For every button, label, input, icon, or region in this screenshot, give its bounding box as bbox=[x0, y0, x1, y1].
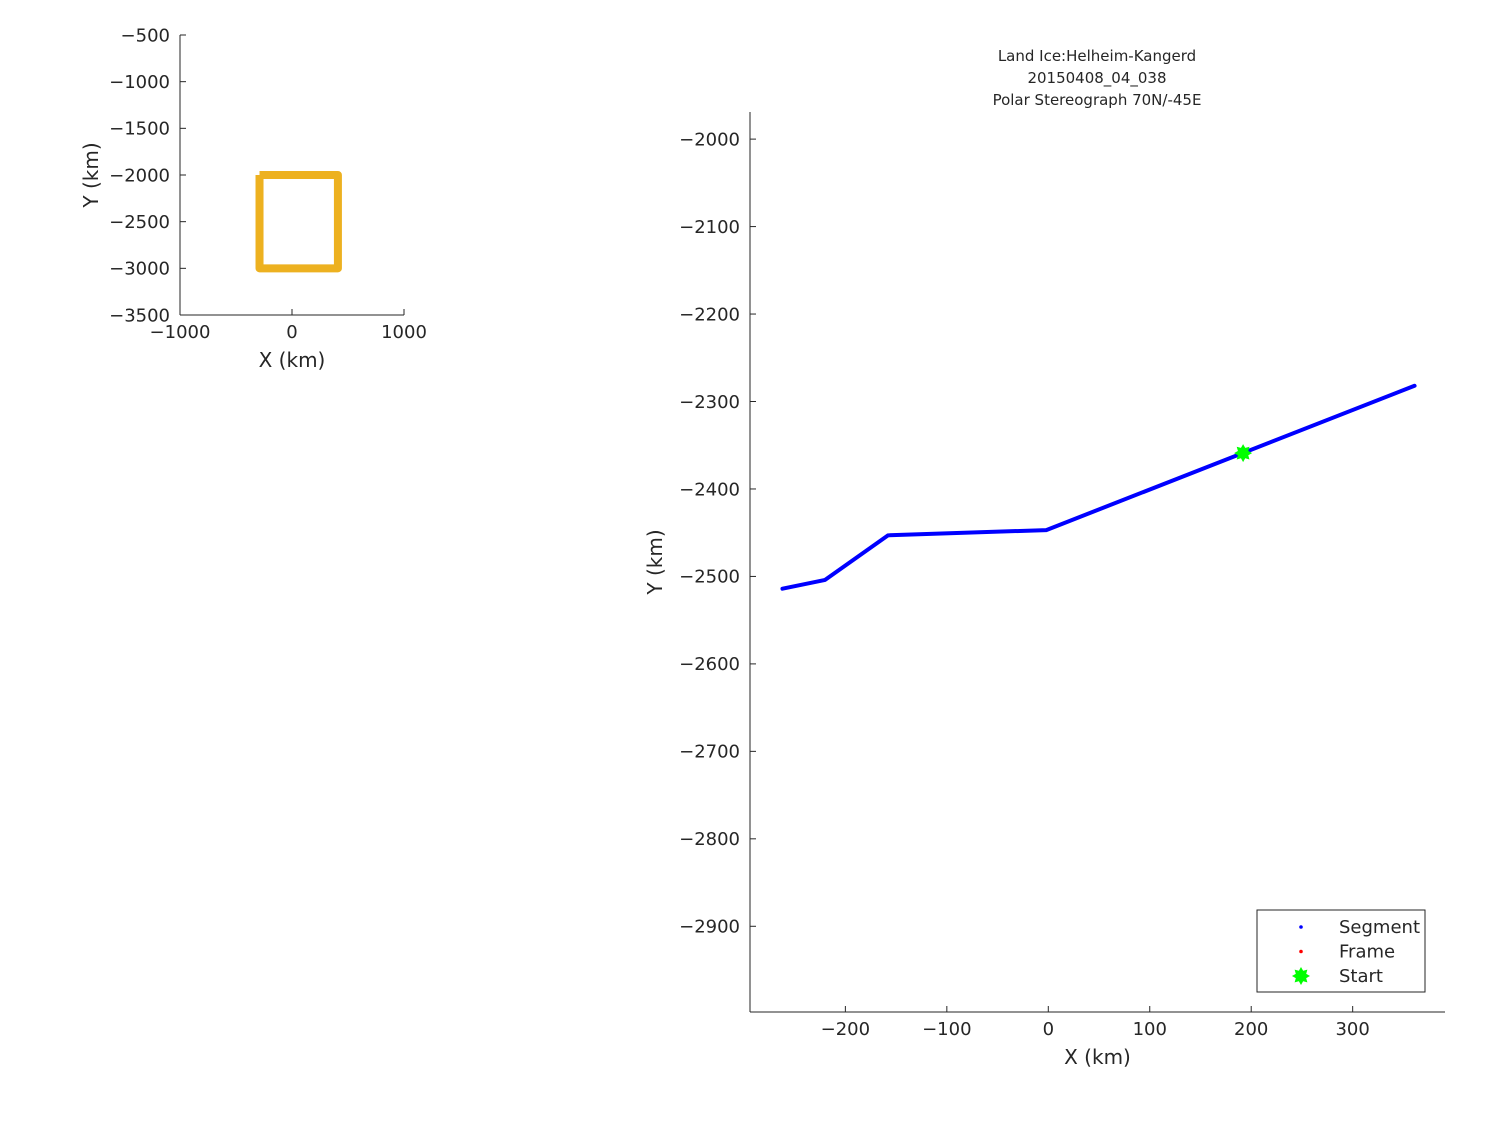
x-tick-label: 0 bbox=[1043, 1019, 1054, 1040]
legend-label-frame: Frame bbox=[1339, 942, 1395, 963]
y-tick-label: −2000 bbox=[679, 129, 740, 150]
x-axis-label: X (km) bbox=[259, 348, 326, 372]
x-tick-label: 0 bbox=[286, 322, 297, 343]
start-marker bbox=[1234, 444, 1253, 463]
y-tick-label: −3500 bbox=[109, 305, 170, 326]
title-line-2: 20150408_04_038 bbox=[1027, 69, 1166, 88]
y-tick-label: −500 bbox=[121, 25, 170, 46]
y-tick-label: −2600 bbox=[679, 654, 740, 675]
legend-start-icon bbox=[1291, 966, 1311, 986]
x-tick-label: −100 bbox=[922, 1019, 971, 1040]
axes-1: −200 −100 0 100 200 300 −2000 −2100 −2200 −2300 −2… bbox=[643, 47, 1445, 1069]
legend-frame-icon bbox=[1299, 949, 1303, 954]
y-tick-label: −2400 bbox=[679, 479, 740, 500]
y-tick-label: −1000 bbox=[109, 72, 170, 93]
title-line-3: Polar Stereograph 70N/-45E bbox=[993, 91, 1202, 109]
y-tick-label: −1500 bbox=[109, 119, 170, 140]
title-line-1: Land Ice:Helheim-Kangerd bbox=[998, 47, 1196, 65]
y-tick-label: −2500 bbox=[109, 212, 170, 233]
legend-box bbox=[1256, 909, 1426, 993]
legend: Segment Frame Start bbox=[1256, 909, 1426, 993]
legend-segment-icon bbox=[1299, 925, 1303, 929]
y-tick-label: −2700 bbox=[679, 742, 740, 763]
axes-0: −1000 0 1000 −500 −1000 −1500 −2000 −2500 −3000 −… bbox=[79, 25, 427, 372]
y-tick-label: −2900 bbox=[679, 917, 740, 938]
x-tick-label: 200 bbox=[1234, 1019, 1268, 1040]
x-tick-label: 300 bbox=[1335, 1019, 1369, 1040]
y-tick-label: −2500 bbox=[679, 567, 740, 588]
x-tick-label: 1000 bbox=[381, 322, 427, 343]
x-tick-label: −200 bbox=[821, 1019, 870, 1040]
y-tick-label: −3000 bbox=[109, 259, 170, 280]
y-axis-label: Y (km) bbox=[79, 142, 103, 208]
y-tick-label: −2100 bbox=[679, 217, 740, 238]
y-axis-label: Y (km) bbox=[643, 529, 667, 595]
y-tick-label: −2800 bbox=[679, 829, 740, 850]
x-axis-label: X (km) bbox=[1064, 1045, 1131, 1069]
y-tick-label: −2300 bbox=[679, 392, 740, 413]
segment-line bbox=[780, 383, 1417, 591]
legend-label-start: Start bbox=[1339, 966, 1383, 987]
footprint-line bbox=[255, 171, 342, 273]
legend-label-segment: Segment bbox=[1339, 917, 1420, 938]
x-tick-label: −1000 bbox=[150, 322, 211, 343]
y-tick-label: −2000 bbox=[109, 165, 170, 186]
x-tick-label: 100 bbox=[1133, 1019, 1167, 1040]
y-tick-label: −2200 bbox=[679, 304, 740, 325]
